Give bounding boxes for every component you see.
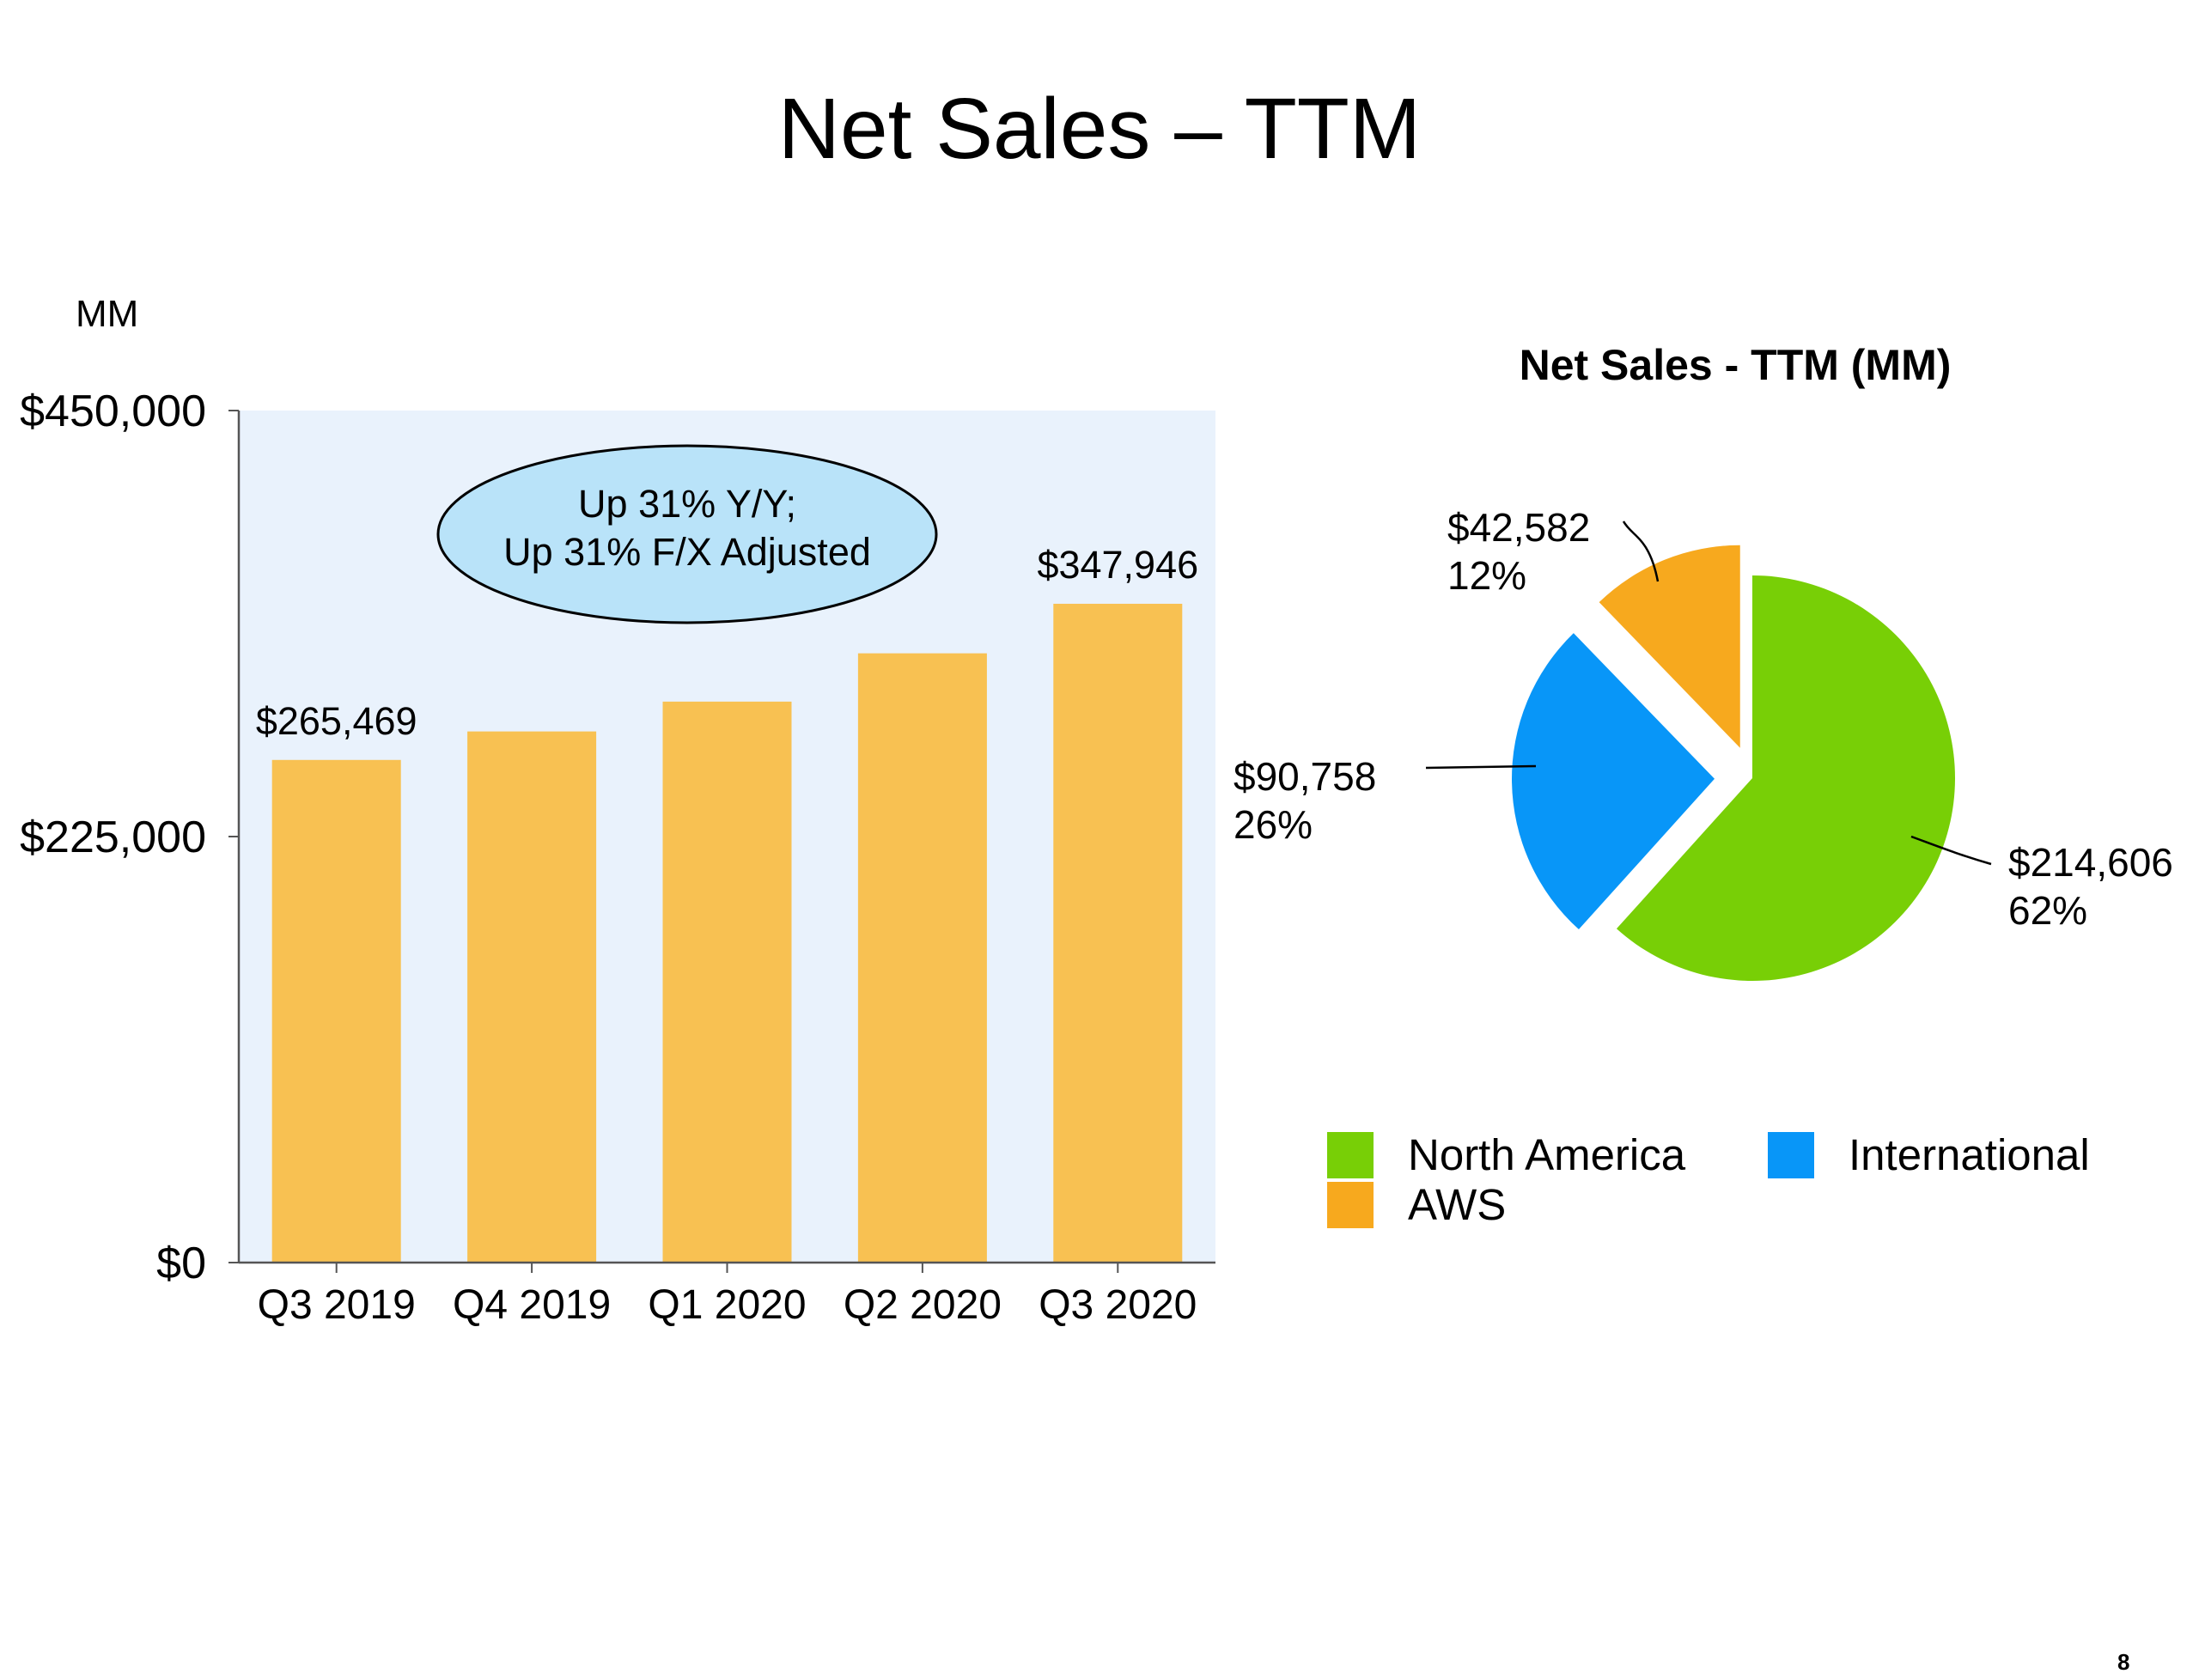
callout-line-2: Up 31% F/X Adjusted bbox=[503, 530, 871, 574]
legend-label-north-america: North America bbox=[1408, 1130, 1686, 1179]
legend-item-aws: AWS bbox=[1327, 1179, 1506, 1230]
legend-item-north-america: North America bbox=[1327, 1129, 1685, 1180]
pie-slice-international bbox=[1512, 633, 1715, 930]
leader-line-north-america bbox=[1910, 835, 1992, 866]
legend-swatch-international bbox=[1768, 1131, 1814, 1178]
bar-chart: MM $0 $225,000 $450,000 Q3 2019 $265,469 Q4 20… bbox=[20, 293, 1215, 1328]
bar-q4-2019 bbox=[467, 731, 597, 1263]
leader-line-international bbox=[1425, 764, 1537, 770]
x-tick-label: Q4 2019 bbox=[453, 1282, 611, 1328]
y-unit-label: MM bbox=[76, 293, 138, 335]
pie-pct-label-international: 26% bbox=[1234, 802, 1313, 847]
x-tick-label: Q3 2020 bbox=[1039, 1282, 1197, 1328]
pie-legend: North America International AWS bbox=[1327, 1129, 2186, 1250]
callout-bubble bbox=[436, 444, 938, 624]
legend-swatch-aws bbox=[1327, 1181, 1374, 1228]
x-tick-label: Q3 2019 bbox=[258, 1282, 416, 1328]
pie-slice-north-america bbox=[1616, 575, 1955, 981]
legend-label-international: International bbox=[1849, 1130, 2090, 1179]
callout-line-1: Up 31% Y/Y; bbox=[578, 482, 796, 526]
y-tick-label: $0 bbox=[156, 1239, 206, 1288]
pie-slice-aws bbox=[1599, 545, 1740, 748]
bar-q2-2020 bbox=[857, 653, 987, 1263]
bar-q3-2020 bbox=[1053, 603, 1183, 1263]
x-tick-label: Q1 2020 bbox=[648, 1282, 806, 1328]
pie-pct-label-north-america: 62% bbox=[2008, 888, 2087, 933]
pie-pct-label-aws: 12% bbox=[1447, 553, 1526, 598]
pie-value-label-north-america: $214,606 bbox=[2008, 840, 2173, 885]
bar-data-label: $265,469 bbox=[256, 699, 417, 743]
pie-title: Net Sales - TTM (MM) bbox=[1520, 341, 1952, 389]
legend-swatch-north-america bbox=[1327, 1131, 1374, 1178]
pie-value-label-international: $90,758 bbox=[1234, 754, 1376, 799]
y-tick-label: $225,000 bbox=[20, 813, 206, 862]
leader-line-aws bbox=[1622, 520, 1660, 582]
legend-label-aws: AWS bbox=[1408, 1180, 1507, 1229]
legend-item-international: International bbox=[1768, 1129, 2090, 1180]
page-number: 8 bbox=[2117, 1649, 2130, 1675]
pie-value-label-aws: $42,582 bbox=[1447, 505, 1590, 550]
bar-q3-2019 bbox=[271, 759, 401, 1263]
y-tick-label: $450,000 bbox=[20, 387, 206, 436]
bar-q1-2020 bbox=[662, 701, 792, 1263]
page-title: Net Sales – TTM bbox=[777, 81, 1422, 177]
bar-data-label: $347,946 bbox=[1037, 543, 1198, 587]
x-tick-label: Q2 2020 bbox=[844, 1282, 1002, 1328]
